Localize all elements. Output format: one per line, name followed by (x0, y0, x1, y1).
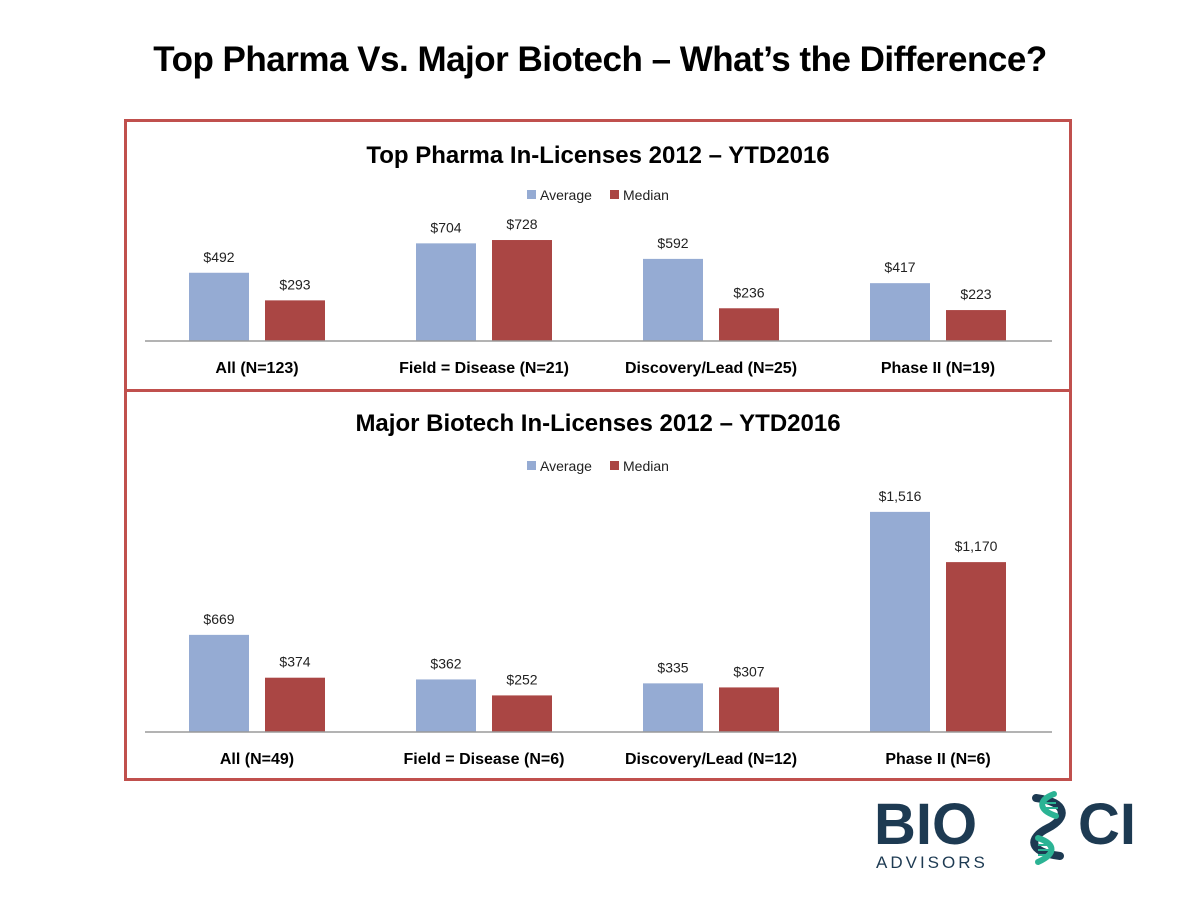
data-label-median-3: $223 (960, 286, 991, 302)
legend-label-median: Median (623, 187, 669, 203)
bar-median-0 (265, 677, 325, 732)
bar-average-0 (189, 634, 249, 732)
category-labels: All (N=49) Field = Disease (N=6) Discovery… (220, 751, 991, 768)
legend-swatch-average (527, 461, 536, 470)
legend-label-average: Average (540, 458, 592, 474)
data-label-median-1: $728 (506, 216, 537, 232)
bar-average-1 (416, 243, 476, 341)
category-label-3: Phase II (N=19) (881, 360, 995, 377)
bar-average-2 (643, 258, 703, 341)
bar-average-1 (416, 679, 476, 732)
bar-median-3 (946, 310, 1006, 341)
bar-median-1 (492, 240, 552, 341)
data-label-median-2: $236 (733, 284, 764, 300)
category-label-3: Phase II (N=6) (885, 751, 990, 768)
legend: Average Median (527, 458, 669, 474)
legend-label-median: Median (623, 458, 669, 474)
top-pharma-chart: Top Pharma In-Licenses 2012 – YTD2016 Av… (145, 142, 1052, 377)
legend-label-average: Average (540, 187, 592, 203)
chart-title: Major Biotech In-Licenses 2012 – YTD2016 (355, 410, 840, 437)
bar-median-1 (492, 695, 552, 732)
legend-swatch-median (610, 190, 619, 199)
data-label-median-2: $307 (733, 663, 764, 679)
data-label-average-3: $417 (884, 259, 915, 275)
bar-average-3 (870, 511, 930, 732)
bar-median-3 (946, 562, 1006, 732)
data-label-average-1: $362 (430, 655, 461, 671)
data-label-average-2: $592 (657, 235, 688, 251)
category-label-0: All (N=123) (215, 360, 298, 377)
logo-tagline: ADVISORS (876, 853, 988, 872)
slide-title: Top Pharma Vs. Major Biotech – What’s th… (153, 40, 1047, 79)
category-label-2: Discovery/Lead (N=25) (625, 360, 797, 377)
major-biotech-chart: Major Biotech In-Licenses 2012 – YTD2016… (145, 410, 1052, 768)
data-label-median-0: $374 (279, 654, 310, 670)
data-label-median-1: $252 (506, 671, 537, 687)
legend: Average Median (527, 187, 669, 203)
bar-median-2 (719, 687, 779, 732)
legend-swatch-average (527, 190, 536, 199)
data-label-median-0: $293 (279, 276, 310, 292)
category-labels: All (N=123) Field = Disease (N=21) Discove… (215, 360, 995, 377)
category-label-1: Field = Disease (N=6) (404, 751, 565, 768)
bar-average-2 (643, 683, 703, 732)
data-label-average-0: $669 (203, 611, 234, 627)
bars: $492 $293 $704 $728 $592 $236 $417 $223 (189, 216, 1006, 341)
logo-brand-right: CI (1078, 792, 1136, 857)
data-label-median-3: $1,170 (955, 538, 998, 554)
bar-average-0 (189, 272, 249, 341)
data-label-average-3: $1,516 (879, 488, 922, 504)
category-label-2: Discovery/Lead (N=12) (625, 751, 797, 768)
category-label-0: All (N=49) (220, 751, 294, 768)
chart-title: Top Pharma In-Licenses 2012 – YTD2016 (366, 142, 829, 169)
bars: $669 $374 $362 $252 $335 $307 $1,516 $1,170 (189, 488, 1006, 732)
bar-median-0 (265, 300, 325, 341)
data-label-average-0: $492 (203, 249, 234, 265)
logo-brand-left: BIO (874, 792, 977, 857)
bar-average-3 (870, 283, 930, 341)
bar-median-2 (719, 308, 779, 341)
category-label-1: Field = Disease (N=21) (399, 360, 569, 377)
biosci-advisors-logo: BIO CI ADVISORS (874, 791, 1136, 872)
dna-helix-icon (1030, 791, 1066, 865)
data-label-average-2: $335 (657, 659, 688, 675)
data-label-average-1: $704 (430, 219, 461, 235)
legend-swatch-median (610, 461, 619, 470)
major-biotech-chart-frame (124, 389, 1072, 781)
